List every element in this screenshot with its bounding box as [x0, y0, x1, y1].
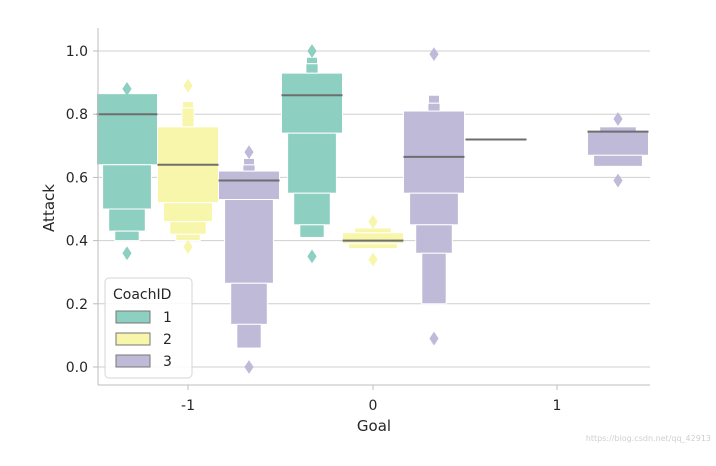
- legend-swatch-3: [115, 354, 151, 368]
- boxen-box: [230, 282, 268, 325]
- y-tick-label: 0.8: [66, 107, 88, 123]
- boxen-box: [348, 243, 398, 249]
- legend-title: CoachID: [113, 287, 171, 303]
- boxen-box: [306, 56, 318, 65]
- outlier-point: [429, 47, 439, 62]
- outlier-point: [244, 145, 254, 160]
- boxen-series-2-goal-0: [342, 214, 404, 267]
- x-tick-label: 1: [553, 398, 562, 414]
- boxen-series-3-goal-1: [587, 112, 649, 188]
- outlier-point: [183, 78, 193, 93]
- x-axis-label: Goal: [357, 417, 391, 435]
- boxen-box: [182, 101, 194, 109]
- boxen-box: [242, 164, 256, 172]
- boxen-box: [287, 132, 337, 194]
- boxen-box: [169, 221, 207, 235]
- y-tick-label: 0.6: [66, 170, 88, 186]
- boxen-box: [224, 199, 274, 284]
- boxen-series-2-goal--1: [157, 78, 219, 254]
- boxen-box: [218, 170, 280, 201]
- legend: CoachID 1 2 3: [104, 277, 193, 379]
- boxen-box: [415, 224, 453, 254]
- x-ticks: -1 0 1: [181, 385, 561, 414]
- legend-frame: [104, 277, 193, 379]
- boxen-box: [293, 192, 331, 226]
- boxen-box: [587, 131, 649, 156]
- watermark-text: https://blog.csdn.net/qq_42913: [586, 434, 711, 443]
- outlier-point: [183, 240, 193, 254]
- y-tick-label: 0.0: [66, 360, 88, 376]
- boxen-box: [114, 230, 140, 242]
- boxen-box: [181, 107, 195, 128]
- boxen-box: [175, 233, 201, 242]
- legend-label-1: 1: [163, 310, 172, 326]
- boxen-series-3-goal--1: [218, 145, 280, 374]
- boxen-box: [299, 224, 325, 238]
- boxen-box: [428, 94, 440, 104]
- boxen-series-3-goal-0: [403, 47, 465, 346]
- boxen-box: [108, 208, 146, 232]
- boxen-box: [421, 252, 447, 305]
- boxen-box: [427, 102, 441, 112]
- outlier-point: [307, 249, 317, 264]
- boxen-series-1-goal-0: [281, 44, 343, 264]
- axes: [97, 28, 650, 386]
- y-tick-label: 0.4: [66, 234, 88, 250]
- boxen-box: [409, 192, 459, 226]
- outlier-point: [307, 44, 317, 58]
- legend-label-3: 3: [163, 354, 172, 370]
- outlier-point: [122, 246, 132, 261]
- boxen-box: [163, 202, 213, 223]
- legend-swatch-1: [115, 310, 151, 324]
- y-axis-label: Attack: [40, 184, 58, 232]
- boxen-box: [593, 154, 643, 167]
- outlier-point: [368, 252, 378, 267]
- boxen-box: [342, 232, 404, 245]
- boxen-series-1-goal--1: [96, 82, 158, 261]
- outlier-point: [613, 112, 623, 126]
- outlier-point: [368, 214, 378, 229]
- boxen-box: [236, 323, 262, 349]
- boxen-box: [305, 63, 319, 74]
- x-tick-label: -1: [181, 398, 195, 414]
- y-tick-label: 0.2: [66, 297, 88, 313]
- boxen-box: [243, 157, 255, 166]
- boxen-marks: [96, 44, 649, 374]
- boxen-box: [102, 164, 152, 210]
- boxen-box: [403, 110, 465, 194]
- legend-swatch-2: [115, 332, 151, 346]
- x-tick-label: 0: [369, 398, 378, 414]
- y-ticks: 0.0 0.2 0.4 0.6 0.8 1.0: [66, 44, 98, 376]
- boxen-box: [96, 93, 158, 166]
- outlier-point: [244, 360, 254, 374]
- y-tick-label: 1.0: [66, 44, 88, 60]
- outlier-point: [122, 82, 132, 96]
- boxen-box: [354, 227, 392, 234]
- outlier-point: [429, 331, 439, 346]
- boxen-box: [281, 72, 343, 134]
- outlier-point: [613, 173, 623, 188]
- legend-label-2: 2: [163, 332, 172, 348]
